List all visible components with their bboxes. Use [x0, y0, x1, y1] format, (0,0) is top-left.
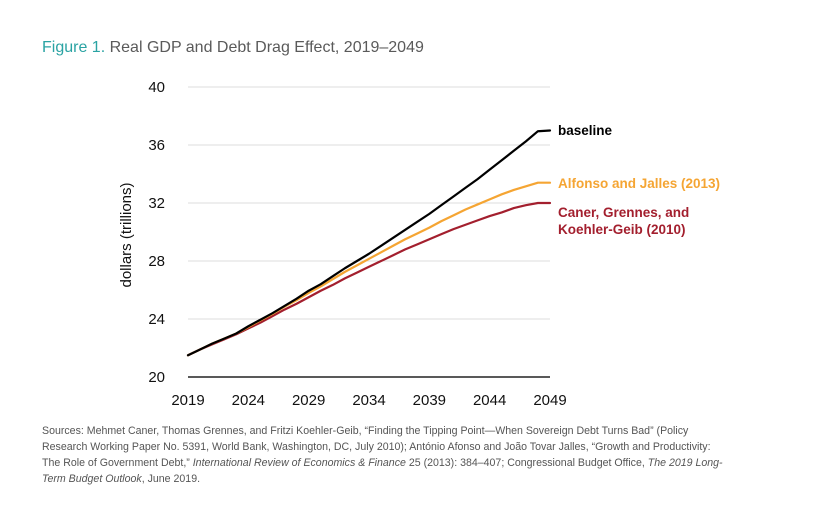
- y-tick-label: 28: [148, 253, 165, 270]
- sources-line-2: Research Working Paper No. 5391, World B…: [42, 441, 711, 453]
- x-tick-label: 2039: [413, 392, 446, 409]
- x-tick-label: 2024: [232, 392, 265, 409]
- sources-line-1: Sources: Mehmet Caner, Thomas Grennes, a…: [42, 425, 689, 437]
- figure-title-text: Real GDP and Debt Drag Effect, 2019–2049: [109, 39, 424, 56]
- series-label-0: baseline: [558, 123, 613, 138]
- sources-line-4: Term Budget Outlook, June 2019.: [42, 471, 782, 487]
- x-tick-label: 2049: [533, 392, 566, 409]
- y-axis-ticks: 20 24 28 32 36 40: [148, 79, 165, 386]
- y-tick-label: 24: [148, 311, 165, 328]
- figure-label: Figure 1.: [42, 39, 106, 56]
- sources-cbo-title-part1: The 2019 Long-: [647, 457, 723, 469]
- x-tick-label: 2029: [292, 392, 325, 409]
- y-tick-label: 40: [148, 79, 165, 96]
- x-tick-label: 2019: [171, 392, 204, 409]
- series-lines: [186, 129, 552, 357]
- sources-line-3: The Role of Government Debt,” Internatio…: [42, 455, 782, 471]
- x-tick-label: 2034: [352, 392, 385, 409]
- x-axis-ticks: 2019 2024 2029 2034 2039 2044 2049: [171, 392, 566, 409]
- gridlines: [188, 86, 550, 378]
- sources-cbo-title-part2: Term Budget Outlook: [42, 473, 142, 485]
- sources-line-4b: , June 2019.: [141, 473, 201, 485]
- y-tick-label: 20: [148, 369, 165, 386]
- series-line-0: [186, 129, 552, 357]
- y-tick-label: 32: [148, 195, 165, 212]
- sources-note: Sources: Mehmet Caner, Thomas Grennes, a…: [42, 423, 782, 487]
- sources-journal-title: International Review of Economics & Fina…: [192, 457, 406, 469]
- series-labels: baseline Alfonso and Jalles (2013) Caner, …: [558, 123, 720, 237]
- series-line-2: [186, 201, 552, 357]
- x-tick-label: 2044: [473, 392, 506, 409]
- series-label-1: Alfonso and Jalles (2013): [558, 176, 720, 191]
- series-label-2: Caner, Grennes, and: [558, 205, 689, 220]
- series-label-2: Koehler-Geib (2010): [558, 222, 686, 237]
- y-tick-label: 36: [148, 137, 165, 154]
- figure-title: Figure 1. Real GDP and Debt Drag Effect,…: [42, 39, 424, 57]
- y-axis-label: dollars (trillions): [118, 182, 135, 287]
- sources-line-3c: 25 (2013): 384–407; Congressional Budget…: [405, 457, 648, 469]
- sources-line-3a: The Role of Government Debt,”: [42, 457, 193, 469]
